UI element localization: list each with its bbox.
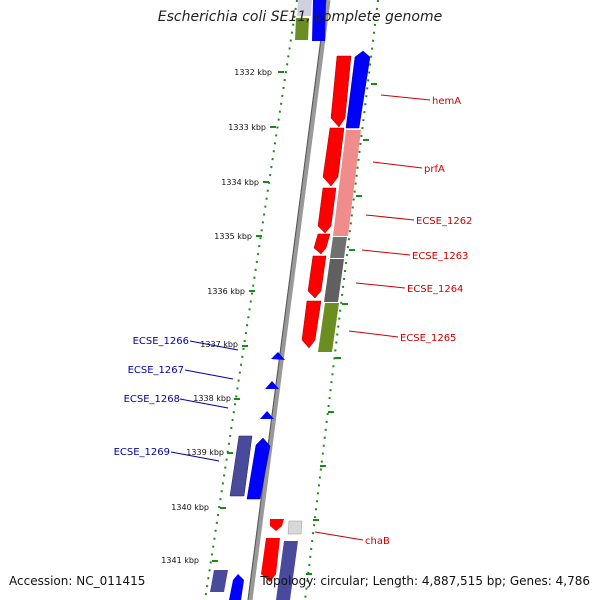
gene-arrow-top-green	[295, 18, 309, 40]
gene-arrow-ECSE-1266	[271, 352, 285, 360]
gene-arrow-hemA-reverse	[330, 55, 352, 128]
leader-line-ECSE-1265	[348, 330, 399, 338]
map-title: Escherichia coli SE11, complete genome	[157, 9, 443, 25]
ruler-tick-marks	[212, 71, 284, 562]
gene-arrow-ECSE-1269-dark	[229, 435, 253, 497]
gene-label-prfA[interactable]: prfA	[424, 164, 445, 175]
gene-label-ECSE-1262[interactable]: ECSE_1262	[416, 216, 472, 227]
gene-arrow-ECSE-1267	[265, 381, 279, 389]
gene-arrow-forward-1	[345, 50, 371, 129]
leader-line-ECSE-1266	[189, 340, 239, 351]
gene-arrow-forward-dark-2	[276, 541, 298, 600]
leader-line-ECSE-1263	[361, 249, 411, 256]
gene-arrow-chaB	[287, 520, 303, 535]
ruler-tick-label: 1341 kbp	[161, 556, 199, 565]
genome-backbone-shadow	[247, 0, 327, 600]
gene-label-ECSE-1269[interactable]: ECSE_1269	[114, 447, 170, 458]
gene-arrow-prfA	[333, 130, 361, 236]
gene-label-ECSE-1266[interactable]: ECSE_1266	[133, 336, 189, 347]
gene-arrow-ECSE-1269	[246, 437, 271, 500]
leader-line-ECSE-1267	[184, 369, 234, 380]
ruler-tick-label: 1332 kbp	[234, 68, 272, 77]
gene-arrow-reverse-7	[261, 538, 280, 582]
ruler-tick-label: 1335 kbp	[214, 232, 252, 241]
gene-arrow-reverse-6	[301, 300, 322, 349]
ruler-tick-label: 1340 kbp	[171, 503, 209, 512]
outer-tick-marks	[306, 83, 377, 575]
gene-arrow-reverse-2	[322, 127, 345, 187]
leader-line-prfA	[372, 161, 423, 169]
leader-line-ECSE-1264	[355, 282, 406, 289]
gene-label-ECSE-1267[interactable]: ECSE_1267	[128, 365, 184, 376]
gene-label-chaB[interactable]: chaB	[365, 536, 390, 547]
leader-line-ECSE-1268	[179, 398, 229, 409]
ruler-tick-label: 1338 kbp	[193, 394, 231, 403]
gene-label-ECSE-1265[interactable]: ECSE_1265	[400, 333, 456, 344]
leader-line-ECSE-1269	[170, 451, 220, 462]
accession-label: Accession: NC_011415	[9, 574, 146, 588]
leader-line-ECSE-1262	[365, 214, 415, 221]
gene-arrow-reverse-5	[307, 255, 327, 299]
gene-arrow-ECSE-1268	[260, 411, 274, 419]
gene-arrow-reverse-3	[317, 187, 337, 234]
gene-arrow-reverse-4	[313, 233, 331, 255]
ruler-tick-label: 1337 kbp	[200, 340, 238, 349]
leader-line-hemA	[380, 94, 431, 101]
ruler-tick-label: 1339 kbp	[186, 448, 224, 457]
gene-label-ECSE-1264[interactable]: ECSE_1264	[407, 284, 463, 295]
ruler-tick-label: 1333 kbp	[228, 123, 266, 132]
gene-arrow-forward-3	[229, 574, 244, 600]
topology-label: Topology: circular; Length: 4,887,515 bp…	[260, 574, 590, 588]
gene-label-hemA[interactable]: hemA	[432, 96, 461, 107]
gene-arrow-reverse-chaB-small	[270, 519, 284, 531]
gene-arrow-forward-dark-3	[210, 570, 228, 592]
ruler-tick-label: 1336 kbp	[207, 287, 245, 296]
inner-tick-track	[204, 0, 298, 600]
gene-arrow-top-gray	[297, 0, 312, 16]
genome-backbone	[247, 0, 331, 600]
gene-arrow-ECSE-1265	[318, 303, 339, 352]
leader-line-chaB	[314, 531, 364, 541]
gene-arrow-ECSE-1263	[330, 237, 347, 258]
gene-arrow-top-forward	[312, 0, 326, 41]
gene-label-ECSE-1268[interactable]: ECSE_1268	[124, 394, 180, 405]
gene-label-ECSE-1263[interactable]: ECSE_1263	[412, 251, 468, 262]
ruler-tick-label: 1334 kbp	[221, 178, 259, 187]
gene-arrow-ECSE-1264	[324, 259, 344, 302]
